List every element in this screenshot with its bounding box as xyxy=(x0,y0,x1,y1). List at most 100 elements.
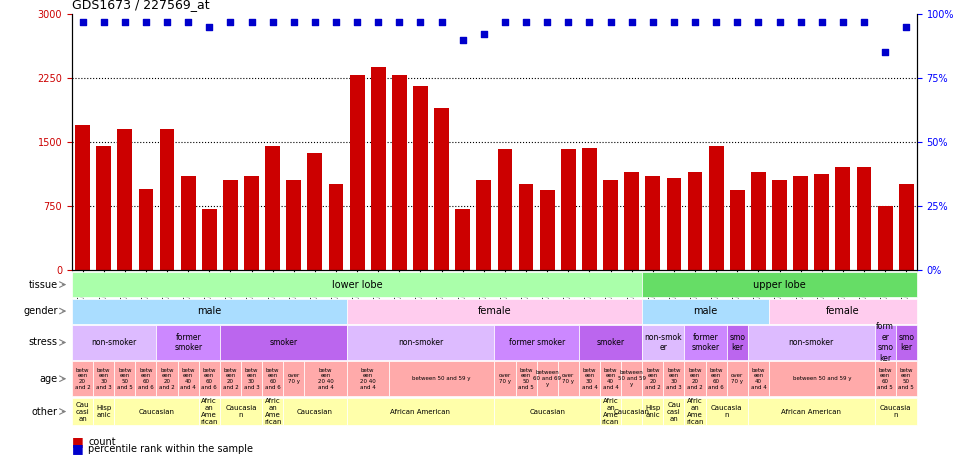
Bar xyxy=(624,172,639,270)
Bar xyxy=(518,185,534,270)
Point xyxy=(687,18,703,26)
Text: Hisp
anic: Hisp anic xyxy=(96,405,111,418)
Text: smo
ker: smo ker xyxy=(730,333,745,352)
Point xyxy=(96,18,111,26)
Text: lower lobe: lower lobe xyxy=(332,279,382,290)
Point xyxy=(159,18,175,26)
Text: betw
een
40
and 4: betw een 40 and 4 xyxy=(603,367,618,390)
Point xyxy=(814,18,829,26)
Bar xyxy=(666,178,682,270)
Bar xyxy=(476,180,492,270)
Point xyxy=(223,18,238,26)
Text: upper lobe: upper lobe xyxy=(754,279,805,290)
Bar xyxy=(307,153,323,270)
Bar xyxy=(265,146,280,270)
Text: smo
ker: smo ker xyxy=(899,333,914,352)
Text: betw
een
20
and 2: betw een 20 and 2 xyxy=(75,367,90,390)
Point xyxy=(244,18,259,26)
Bar xyxy=(687,172,703,270)
Bar xyxy=(582,148,597,270)
Point xyxy=(518,18,534,26)
Point xyxy=(497,18,513,26)
Bar xyxy=(772,180,787,270)
Text: smoker: smoker xyxy=(269,338,298,347)
Point xyxy=(561,18,576,26)
Text: GDS1673 / 227569_at: GDS1673 / 227569_at xyxy=(72,0,209,12)
Text: ■: ■ xyxy=(72,435,84,448)
Bar xyxy=(202,209,217,270)
Point xyxy=(328,18,344,26)
Text: between
60 and 69
y: between 60 and 69 y xyxy=(533,371,562,387)
Bar xyxy=(392,75,407,270)
Text: male: male xyxy=(197,306,222,316)
Bar xyxy=(540,191,555,270)
Text: betw
een
20
and 2: betw een 20 and 2 xyxy=(645,367,660,390)
Bar xyxy=(96,146,111,270)
Bar xyxy=(561,149,576,270)
Text: betw
een
60
and 6: betw een 60 and 6 xyxy=(138,367,154,390)
Point xyxy=(286,18,301,26)
Text: non-smoker: non-smoker xyxy=(397,338,444,347)
Point xyxy=(772,18,787,26)
Bar xyxy=(180,176,196,270)
Text: betw
een
40
and 4: betw een 40 and 4 xyxy=(751,367,766,390)
Point xyxy=(793,18,808,26)
Point xyxy=(624,18,639,26)
Point xyxy=(730,18,745,26)
Bar xyxy=(349,75,365,270)
Text: former smoker: former smoker xyxy=(509,338,564,347)
Text: betw
een
20 40
and 4: betw een 20 40 and 4 xyxy=(360,367,375,390)
Text: non-smoker: non-smoker xyxy=(91,338,137,347)
Text: African American: African American xyxy=(391,409,450,414)
Bar xyxy=(814,174,829,270)
Text: Caucasia
n: Caucasia n xyxy=(880,405,911,418)
Point xyxy=(413,18,428,26)
Point xyxy=(835,18,851,26)
Bar xyxy=(856,167,872,270)
Point xyxy=(117,18,132,26)
Text: Afric
an
Ame
rican: Afric an Ame rican xyxy=(201,398,218,425)
Text: stress: stress xyxy=(29,338,58,347)
Bar xyxy=(645,176,660,270)
Bar xyxy=(434,108,449,270)
Point xyxy=(877,49,893,56)
Text: former
smoker: former smoker xyxy=(174,333,203,352)
Bar xyxy=(286,180,301,270)
Bar xyxy=(413,86,428,270)
Text: over
70 y: over 70 y xyxy=(563,373,574,384)
Bar xyxy=(138,189,154,270)
Text: Afric
an
Ame
rican: Afric an Ame rican xyxy=(602,398,619,425)
Text: form
er
smo
ker: form er smo ker xyxy=(876,322,894,363)
Text: betw
een
20
and 2: betw een 20 and 2 xyxy=(159,367,175,390)
Text: Caucasian: Caucasian xyxy=(613,409,650,414)
Text: Caucasian: Caucasian xyxy=(297,409,333,414)
Text: betw
een
50
and 5: betw een 50 and 5 xyxy=(899,367,914,390)
Text: male: male xyxy=(693,306,718,316)
Text: smoker: smoker xyxy=(596,338,625,347)
Text: betw
een
50
and 5: betw een 50 and 5 xyxy=(117,367,132,390)
Text: over
70 y: over 70 y xyxy=(732,373,743,384)
Bar xyxy=(835,167,851,270)
Point xyxy=(582,18,597,26)
Text: female: female xyxy=(826,306,860,316)
Bar xyxy=(328,185,344,270)
Text: ■: ■ xyxy=(72,442,84,455)
Text: betw
een
60
and 6: betw een 60 and 6 xyxy=(202,367,217,390)
Bar xyxy=(793,176,808,270)
Bar xyxy=(877,206,893,270)
Point xyxy=(540,18,555,26)
Text: betw
een
50
and 5: betw een 50 and 5 xyxy=(518,367,534,390)
Text: betw
een
20
and 2: betw een 20 and 2 xyxy=(687,367,703,390)
Point xyxy=(349,18,365,26)
Text: Afric
an
Ame
rican: Afric an Ame rican xyxy=(686,398,704,425)
Point xyxy=(708,18,724,26)
Text: betw
een
40
and 4: betw een 40 and 4 xyxy=(180,367,196,390)
Text: over
70 y: over 70 y xyxy=(288,373,300,384)
Text: betw
een
60
and 5: betw een 60 and 5 xyxy=(877,367,893,390)
Point xyxy=(180,18,196,26)
Text: Caucasia
n: Caucasia n xyxy=(711,405,742,418)
Text: between
50 and 59
y: between 50 and 59 y xyxy=(617,371,646,387)
Point xyxy=(434,18,449,26)
Point xyxy=(899,23,914,31)
Text: Caucasia
n: Caucasia n xyxy=(226,405,256,418)
